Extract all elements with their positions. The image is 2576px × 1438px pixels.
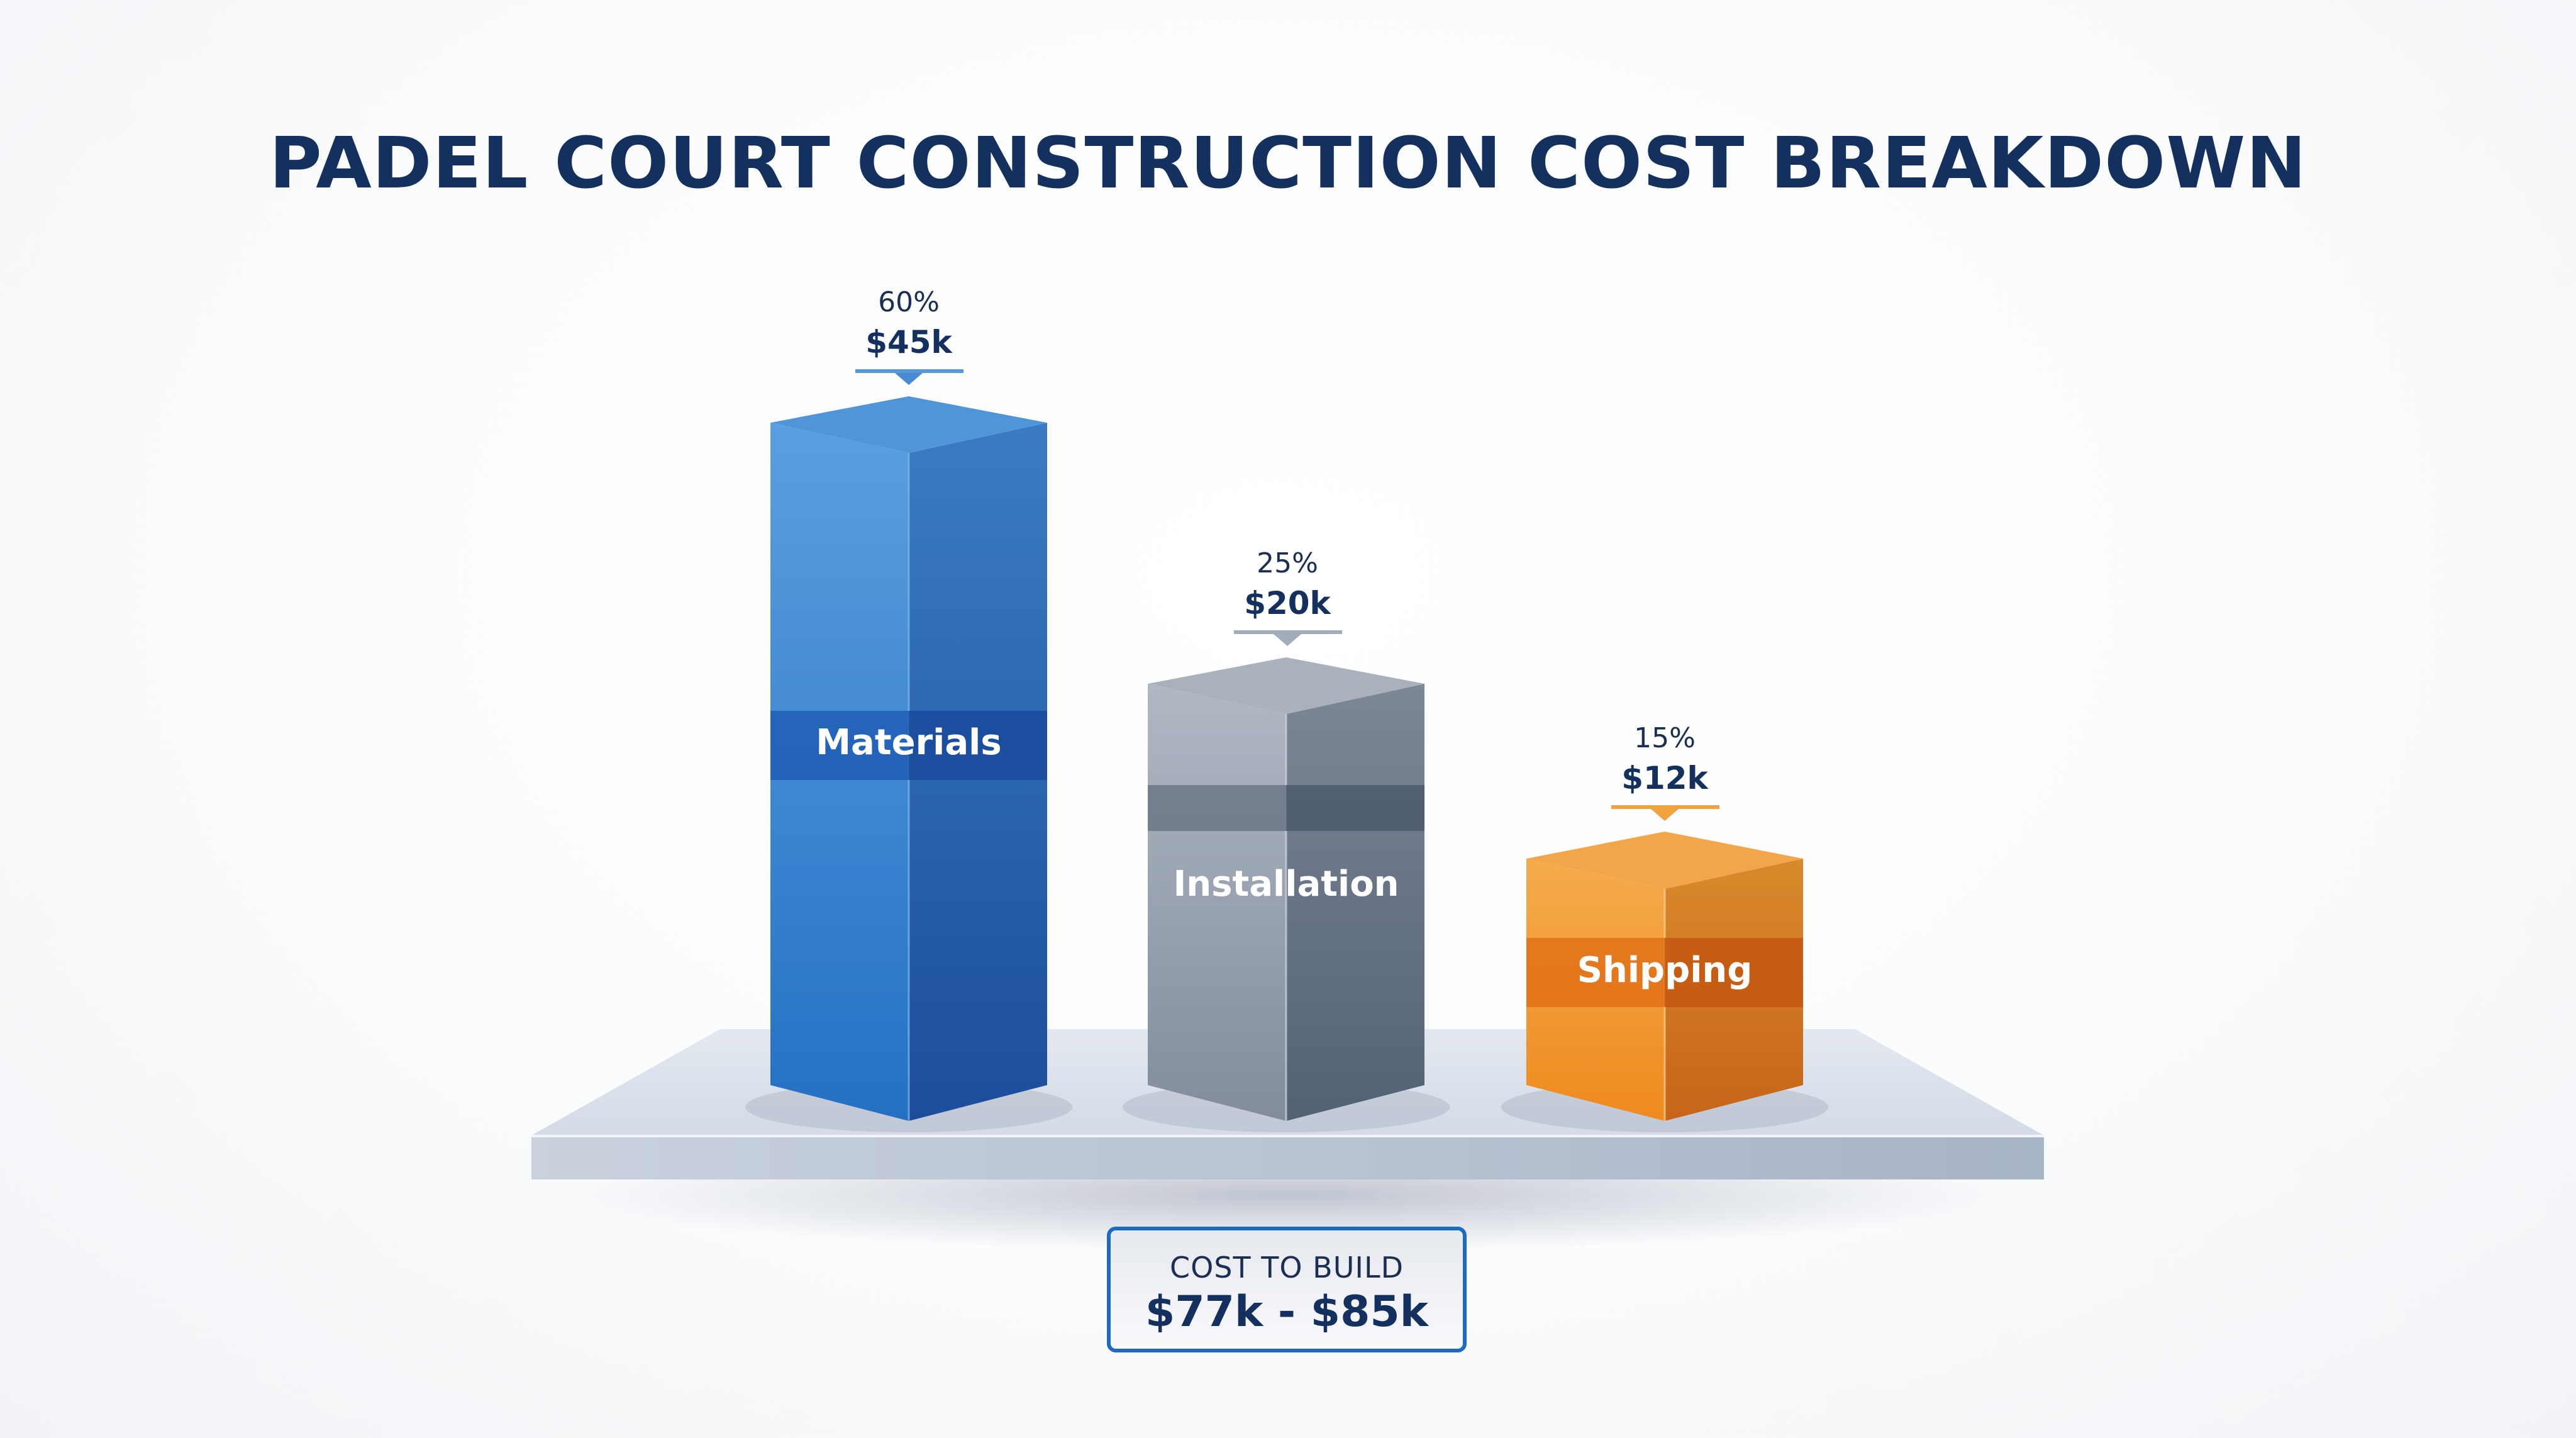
marker-shipping xyxy=(1611,805,1719,821)
materials-label: Materials xyxy=(816,722,1002,763)
total-cost-box: COST TO BUILD $77k - $85k xyxy=(1107,1227,1467,1352)
total-cost-caption: COST TO BUILD xyxy=(1169,1251,1404,1285)
installation-label: Installation xyxy=(1173,864,1399,905)
shipping-value: $12k xyxy=(1621,760,1708,796)
installation-value: $20k xyxy=(1244,585,1331,621)
bar-shipping[interactable] xyxy=(1501,832,1828,1132)
shipping-label: Shipping xyxy=(1577,950,1753,991)
bar-materials[interactable] xyxy=(745,396,1072,1132)
total-cost-range: $77k - $85k xyxy=(1145,1287,1428,1337)
materials-percent: 60% xyxy=(878,286,940,318)
chart-title: PADEL COURT CONSTRUCTION COST BREAKDOWN xyxy=(269,123,2307,204)
materials-value: $45k xyxy=(865,324,952,360)
shipping-percent: 15% xyxy=(1634,722,1696,754)
marker-installation xyxy=(1234,630,1342,646)
bar-installation[interactable] xyxy=(1123,657,1450,1132)
installation-percent: 25% xyxy=(1257,547,1318,579)
marker-materials xyxy=(855,369,963,385)
